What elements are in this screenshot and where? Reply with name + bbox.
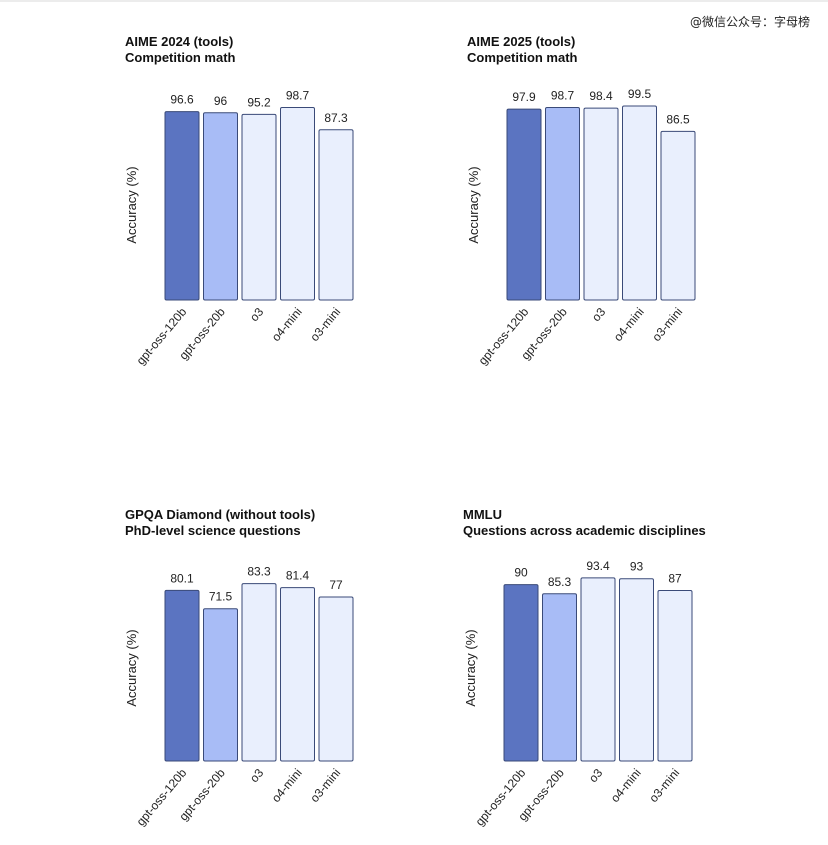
aime-2025-value-label-gpt-oss-120b: 97.9 bbox=[512, 90, 536, 104]
gpqa-diamond-value-label-o3: 83.3 bbox=[247, 565, 271, 579]
aime-2025-bar-o4-mini bbox=[622, 105, 657, 301]
gpqa-diamond-value-label-gpt-oss-20b: 71.5 bbox=[209, 590, 233, 604]
gpqa-diamond-tick-label-o4-mini: o4-mini bbox=[269, 766, 305, 805]
aime-2024-value-label-o4-mini: 98.7 bbox=[286, 89, 310, 103]
aime-2024-y-axis-label: Accuracy (%) bbox=[124, 166, 139, 243]
aime-2024-tick-label-o3: o3 bbox=[247, 305, 267, 324]
aime-2024-bar-gpt-oss-120b bbox=[164, 111, 200, 301]
aime-2025-tick-label-o3: o3 bbox=[589, 305, 609, 324]
aime-2024-value-label-gpt-oss-20b: 96 bbox=[214, 94, 228, 108]
mmlu-bar-gpt-oss-120b bbox=[503, 584, 539, 762]
aime-2025-value-label-gpt-oss-20b: 98.7 bbox=[551, 89, 575, 103]
watermark: @微信公众号：字母榜 bbox=[689, 15, 810, 29]
mmlu-value-label-gpt-oss-20b: 85.3 bbox=[548, 575, 572, 589]
aime-2024-chart-title: AIME 2024 (tools) bbox=[125, 34, 233, 49]
aime-2025-bar-gpt-oss-20b bbox=[545, 107, 580, 301]
aime-2025-bar-gpt-oss-120b bbox=[506, 108, 542, 301]
mmlu-bar-gpt-oss-20b bbox=[542, 593, 577, 762]
aime-2025-tick-label-o4-mini: o4-mini bbox=[611, 305, 647, 344]
aime-2024-value-label-gpt-oss-120b: 96.6 bbox=[170, 93, 194, 107]
gpqa-diamond-value-label-o4-mini: 81.4 bbox=[286, 569, 310, 583]
aime-2025-y-axis-label: Accuracy (%) bbox=[466, 166, 481, 243]
mmlu-bar-o4-mini bbox=[619, 578, 654, 762]
gpqa-diamond-bar-o3 bbox=[241, 583, 277, 762]
gpqa-diamond-bar-gpt-oss-120b bbox=[164, 589, 200, 762]
gpqa-diamond-bar-o3-mini bbox=[318, 596, 354, 762]
aime-2025-value-label-o4-mini: 99.5 bbox=[628, 87, 652, 101]
aime-2024-bar-gpt-oss-20b bbox=[203, 112, 238, 301]
aime-2024-value-label-o3-mini: 87.3 bbox=[324, 111, 348, 125]
aime-2024-tick-label-o3-mini: o3-mini bbox=[307, 305, 343, 344]
mmlu-chart-title: MMLU bbox=[463, 507, 502, 522]
gpqa-diamond-value-label-gpt-oss-120b: 80.1 bbox=[170, 571, 194, 585]
gpqa-diamond-chart-subtitle: PhD-level science questions bbox=[125, 523, 301, 538]
aime-2025-value-label-o3-mini: 86.5 bbox=[666, 112, 690, 126]
mmlu-bar-o3 bbox=[580, 577, 616, 762]
gpqa-diamond-value-label-o3-mini: 77 bbox=[329, 578, 343, 592]
mmlu-value-label-o4-mini: 93 bbox=[630, 560, 644, 574]
gpqa-diamond-tick-label-o3: o3 bbox=[247, 766, 267, 785]
aime-2025-chart-subtitle: Competition math bbox=[467, 50, 578, 65]
gpqa-diamond-y-axis-label: Accuracy (%) bbox=[124, 629, 139, 706]
aime-2024-chart-subtitle: Competition math bbox=[125, 50, 236, 65]
aime-2025-tick-label-o3-mini: o3-mini bbox=[649, 305, 685, 344]
gpqa-diamond-bar-o4-mini bbox=[280, 587, 315, 762]
mmlu-tick-label-o4-mini: o4-mini bbox=[608, 766, 644, 805]
gpqa-diamond-bar-gpt-oss-20b bbox=[203, 608, 238, 762]
mmlu-y-axis-label: Accuracy (%) bbox=[463, 629, 478, 706]
gpqa-diamond-tick-label-o3-mini: o3-mini bbox=[307, 766, 343, 805]
mmlu-tick-label-o3-mini: o3-mini bbox=[646, 766, 682, 805]
aime-2024-tick-label-o4-mini: o4-mini bbox=[269, 305, 305, 344]
aime-2025-chart-title: AIME 2025 (tools) bbox=[467, 34, 575, 49]
mmlu-chart-subtitle: Questions across academic disciplines bbox=[463, 523, 706, 538]
aime-2025-value-label-o3: 98.4 bbox=[589, 89, 613, 103]
aime-2024-bar-o4-mini bbox=[280, 107, 315, 301]
top-divider bbox=[0, 0, 828, 2]
mmlu-value-label-o3-mini: 87 bbox=[668, 571, 682, 585]
mmlu-bar-o3-mini bbox=[657, 589, 693, 762]
aime-2025-bar-o3 bbox=[583, 107, 619, 301]
mmlu-tick-label-o3: o3 bbox=[586, 766, 606, 785]
aime-2024-value-label-o3: 95.2 bbox=[247, 95, 271, 109]
mmlu-value-label-o3: 93.4 bbox=[586, 559, 610, 573]
mmlu-value-label-gpt-oss-120b: 90 bbox=[514, 566, 528, 580]
aime-2024-bar-o3 bbox=[241, 113, 277, 301]
aime-2025-bar-o3-mini bbox=[660, 130, 696, 301]
aime-2024-bar-o3-mini bbox=[318, 129, 354, 301]
gpqa-diamond-chart-title: GPQA Diamond (without tools) bbox=[125, 507, 315, 522]
